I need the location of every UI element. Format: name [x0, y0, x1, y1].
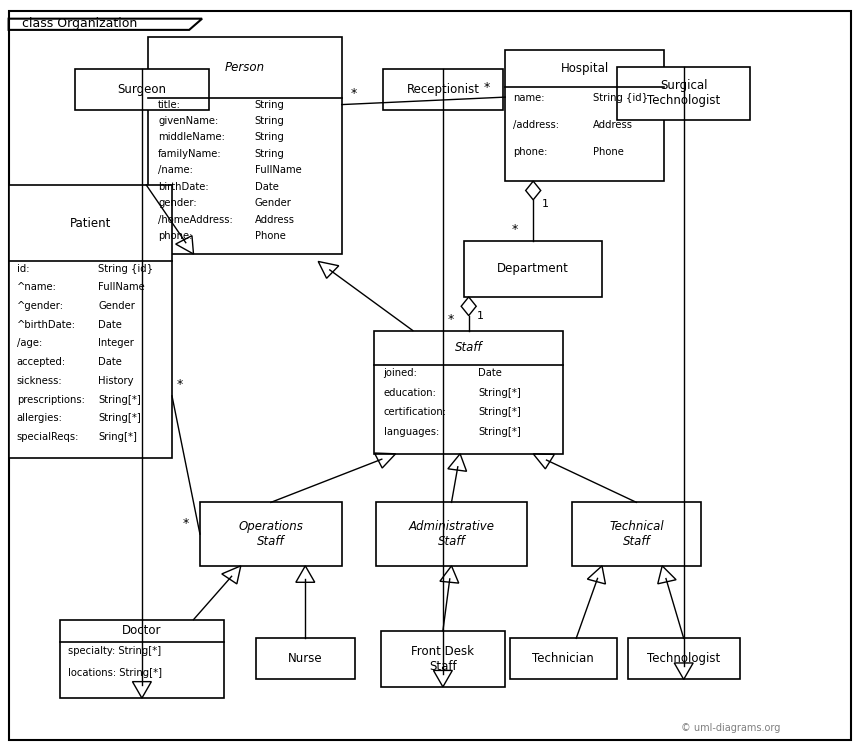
Text: languages:: languages: [384, 427, 439, 437]
Text: certification:: certification: [384, 407, 446, 418]
Text: ^birthDate:: ^birthDate: [16, 320, 76, 329]
Text: Phone: Phone [593, 146, 624, 157]
Text: sickness:: sickness: [16, 376, 63, 386]
FancyBboxPatch shape [60, 620, 224, 698]
Text: 1: 1 [542, 199, 549, 209]
Text: Patient: Patient [70, 217, 111, 229]
Text: History: History [98, 376, 134, 386]
Text: 1: 1 [477, 311, 484, 321]
Text: String[*]: String[*] [98, 394, 141, 405]
Text: gender:: gender: [158, 198, 197, 208]
Text: familyName:: familyName: [158, 149, 222, 159]
FancyBboxPatch shape [617, 67, 750, 120]
Text: Address: Address [255, 214, 295, 225]
Text: Technologist: Technologist [647, 652, 721, 666]
Text: Department: Department [497, 262, 569, 276]
Text: String[*]: String[*] [478, 407, 521, 418]
FancyBboxPatch shape [148, 37, 341, 254]
Text: middleName:: middleName: [158, 132, 225, 143]
Text: locations: String[*]: locations: String[*] [69, 669, 163, 678]
FancyBboxPatch shape [256, 638, 354, 680]
Text: Doctor: Doctor [122, 624, 162, 637]
Text: class Organization: class Organization [22, 17, 137, 31]
Text: ^gender:: ^gender: [16, 301, 64, 311]
Text: /age:: /age: [16, 338, 42, 349]
Text: name:: name: [513, 93, 544, 103]
Text: phone:: phone: [158, 231, 193, 241]
FancyBboxPatch shape [380, 630, 506, 687]
Text: phone:: phone: [513, 146, 548, 157]
Text: Surgical
Technologist: Surgical Technologist [647, 79, 721, 108]
Text: String: String [255, 116, 285, 126]
Text: *: * [182, 517, 189, 530]
Text: prescriptions:: prescriptions: [16, 394, 84, 405]
Text: birthDate:: birthDate: [158, 182, 209, 192]
Text: String: String [255, 132, 285, 143]
Text: String: String [255, 99, 285, 110]
Text: © uml-diagrams.org: © uml-diagrams.org [681, 723, 781, 734]
Text: Phone: Phone [255, 231, 286, 241]
FancyBboxPatch shape [628, 638, 740, 680]
Text: String {id}: String {id} [593, 93, 648, 103]
FancyBboxPatch shape [509, 638, 617, 680]
Text: *: * [483, 81, 490, 94]
Text: Date: Date [255, 182, 279, 192]
FancyBboxPatch shape [9, 11, 851, 740]
FancyBboxPatch shape [200, 503, 341, 566]
Text: Operations
Staff: Operations Staff [238, 520, 304, 548]
FancyBboxPatch shape [377, 503, 526, 566]
Text: *: * [447, 313, 453, 326]
Text: String[*]: String[*] [478, 427, 521, 437]
Text: /name:: /name: [158, 165, 193, 176]
Text: Gender: Gender [255, 198, 292, 208]
Text: /homeAddress:: /homeAddress: [158, 214, 233, 225]
Text: Integer: Integer [98, 338, 134, 349]
Text: joined:: joined: [384, 368, 417, 378]
Text: String[*]: String[*] [478, 388, 521, 397]
Text: String[*]: String[*] [98, 413, 141, 424]
FancyBboxPatch shape [9, 185, 172, 457]
Text: Technical
Staff: Technical Staff [609, 520, 664, 548]
FancyBboxPatch shape [374, 330, 563, 454]
Text: title:: title: [158, 99, 181, 110]
Text: Address: Address [593, 120, 633, 130]
Text: Date: Date [98, 357, 122, 368]
Text: Administrative
Staff: Administrative Staff [408, 520, 494, 548]
Text: Date: Date [98, 320, 122, 329]
Text: Hospital: Hospital [561, 62, 609, 75]
Text: Nurse: Nurse [288, 652, 322, 666]
Text: Front Desk
Staff: Front Desk Staff [411, 645, 475, 673]
Text: *: * [176, 379, 182, 391]
Text: *: * [512, 223, 518, 237]
Text: education:: education: [384, 388, 436, 397]
Text: givenName:: givenName: [158, 116, 218, 126]
Text: String: String [255, 149, 285, 159]
Text: specialty: String[*]: specialty: String[*] [69, 645, 162, 656]
Text: ^name:: ^name: [16, 282, 57, 292]
Text: id:: id: [16, 264, 29, 273]
FancyBboxPatch shape [572, 503, 701, 566]
FancyBboxPatch shape [383, 69, 503, 111]
Text: Person: Person [225, 61, 265, 74]
Text: Staff: Staff [455, 341, 482, 354]
Text: Technician: Technician [532, 652, 594, 666]
FancyBboxPatch shape [464, 241, 602, 297]
FancyBboxPatch shape [506, 51, 664, 182]
Text: Sring[*]: Sring[*] [98, 432, 138, 442]
Text: Receptionist: Receptionist [407, 83, 479, 96]
Text: FullName: FullName [255, 165, 302, 176]
Text: *: * [351, 87, 357, 100]
Text: Gender: Gender [98, 301, 135, 311]
Text: /address:: /address: [513, 120, 559, 130]
Text: specialReqs:: specialReqs: [16, 432, 79, 442]
Text: Date: Date [478, 368, 502, 378]
Text: Surgeon: Surgeon [118, 83, 166, 96]
FancyBboxPatch shape [76, 69, 208, 111]
Text: accepted:: accepted: [16, 357, 66, 368]
Text: FullName: FullName [98, 282, 145, 292]
Text: String {id}: String {id} [98, 264, 154, 273]
Text: allergies:: allergies: [16, 413, 63, 424]
